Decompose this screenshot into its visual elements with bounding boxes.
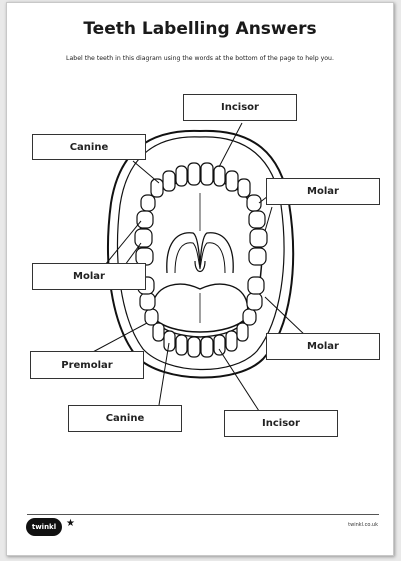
label-incisor-bottom: Incisor (224, 410, 338, 437)
twinkl-logo: twinkl (26, 518, 62, 536)
page-title: Teeth Labelling Answers (83, 19, 317, 39)
instructions-text: Label the teeth in this diagram using th… (66, 55, 334, 62)
star-icon: ★ (66, 518, 75, 529)
label-molar-left: Molar (32, 263, 146, 290)
worksheet-page: Teeth Labelling Answers Label the teeth … (6, 2, 394, 556)
mouth-diagram (90, 122, 308, 412)
label-molar-bottom-right: Molar (266, 333, 380, 360)
palate-arch (166, 232, 234, 274)
label-molar-top-right: Molar (266, 178, 380, 205)
label-canine-bottom: Canine (68, 405, 182, 432)
label-canine-top: Canine (32, 134, 146, 160)
label-incisor-top: Incisor (183, 94, 297, 121)
upper-teeth (134, 162, 268, 266)
lower-teeth (137, 276, 265, 358)
label-premolar: Premolar (30, 351, 144, 379)
palate-arch-inner (174, 242, 226, 274)
footer-divider (27, 514, 379, 515)
website-text: twinkl.co.uk (348, 522, 378, 528)
uvula (194, 260, 206, 273)
